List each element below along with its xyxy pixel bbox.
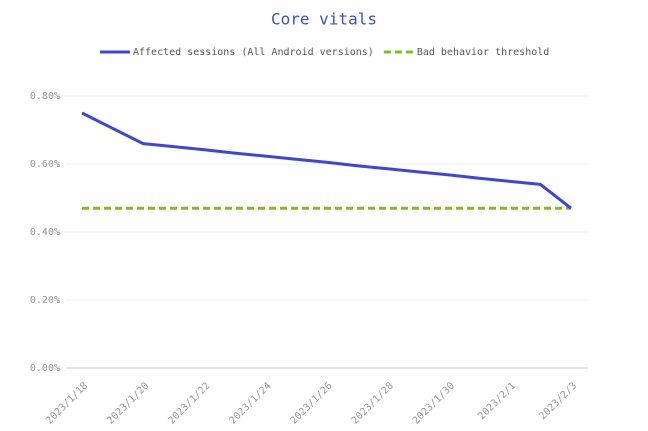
y-tick-label: 0.40% xyxy=(30,227,60,238)
series-line xyxy=(81,111,572,210)
x-tick-label: 2023/2/3 xyxy=(537,380,579,422)
y-tick-label: 0.60% xyxy=(30,159,60,170)
x-tick-label: 2023/1/24 xyxy=(228,380,274,426)
x-tick-label: 2023/1/20 xyxy=(105,380,151,426)
x-tick-label: 2023/1/26 xyxy=(289,380,335,426)
x-tick-label: 2023/1/30 xyxy=(411,380,457,426)
y-tick-label: 0.00% xyxy=(30,363,60,374)
x-tick-label: 2023/2/1 xyxy=(476,380,518,422)
x-tick-label: 2023/1/22 xyxy=(166,380,212,426)
legend-label: Bad behavior threshold xyxy=(417,47,549,58)
legend-label: Affected sessions (All Android versions) xyxy=(133,47,374,58)
y-tick-label: 0.80% xyxy=(30,91,60,102)
x-tick-label: 2023/1/18 xyxy=(44,380,90,426)
chart-title: Core vitals xyxy=(271,10,377,29)
y-tick-label: 0.20% xyxy=(30,295,60,306)
x-tick-label: 2023/1/28 xyxy=(350,380,396,426)
